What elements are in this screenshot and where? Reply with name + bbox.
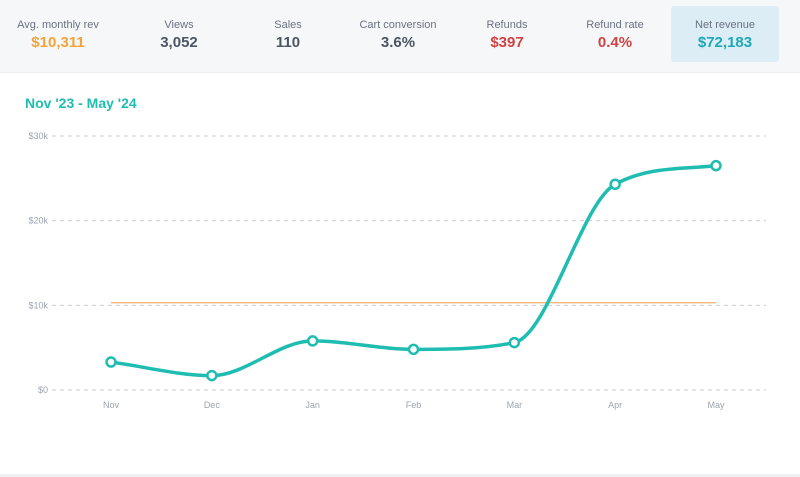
data-point <box>306 335 319 347</box>
y-tick-label: $30k <box>28 131 48 141</box>
x-tick-label: May <box>707 400 725 410</box>
stat-value: $10,311 <box>31 34 85 51</box>
stat-cart-conversion[interactable]: Cart conversion 3.6% <box>344 6 452 62</box>
stat-label: Refunds <box>486 19 528 31</box>
y-tick-label: $20k <box>28 216 48 226</box>
data-point <box>710 159 722 172</box>
stat-value: 3,052 <box>160 34 198 51</box>
stat-value: 0.4% <box>597 34 633 51</box>
x-tick-label: Dec <box>204 400 221 410</box>
data-point <box>609 178 621 191</box>
x-tick-label: Apr <box>608 400 622 410</box>
stat-value: $397 <box>490 34 524 51</box>
stat-label: Views <box>164 19 194 31</box>
stat-sales[interactable]: Sales 110 <box>234 6 342 62</box>
x-tick-label: Feb <box>406 400 422 410</box>
data-point <box>407 343 420 356</box>
stat-refund-rate[interactable]: Refund rate 0.4% <box>561 6 669 62</box>
stats-bar: Avg. monthly rev $10,311 Views 3,052 Sal… <box>0 0 800 73</box>
x-tick-label: Mar <box>507 400 523 410</box>
data-point <box>105 356 117 368</box>
grid-layer <box>52 135 766 391</box>
data-point <box>508 336 521 349</box>
stat-refunds[interactable]: Refunds $397 <box>453 6 561 62</box>
stat-avg-monthly-rev[interactable]: Avg. monthly rev $10,311 <box>4 6 112 62</box>
stat-value: 110 <box>275 34 301 51</box>
chart-title: Nov '23 - May '24 <box>25 95 137 111</box>
bottom-divider <box>0 474 800 477</box>
line-chart: $0 $10k $20k $30k Nov Dec Jan Feb Mar Apr May <box>28 131 766 410</box>
data-point <box>206 369 218 382</box>
stat-value: 3.6% <box>380 34 416 51</box>
x-axis: Nov Dec Jan Feb Mar Apr May <box>103 400 725 410</box>
stat-label: Cart conversion <box>359 19 437 31</box>
x-tick-label: Nov <box>103 400 120 410</box>
x-tick-label: Jan <box>305 400 320 410</box>
points-layer <box>105 159 722 382</box>
y-axis: $0 $10k $20k $30k <box>28 131 48 395</box>
stat-views[interactable]: Views 3,052 <box>125 6 233 62</box>
stat-label: Sales <box>274 19 302 31</box>
stat-label: Net revenue <box>695 19 755 31</box>
stat-net-revenue[interactable]: Net revenue $72,183 <box>671 6 779 62</box>
stat-label: Avg. monthly rev <box>17 19 99 31</box>
y-tick-label: $10k <box>28 300 48 310</box>
stat-value: $72,183 <box>697 34 753 51</box>
stat-label: Refund rate <box>586 19 644 31</box>
y-tick-label: $0 <box>38 385 48 395</box>
